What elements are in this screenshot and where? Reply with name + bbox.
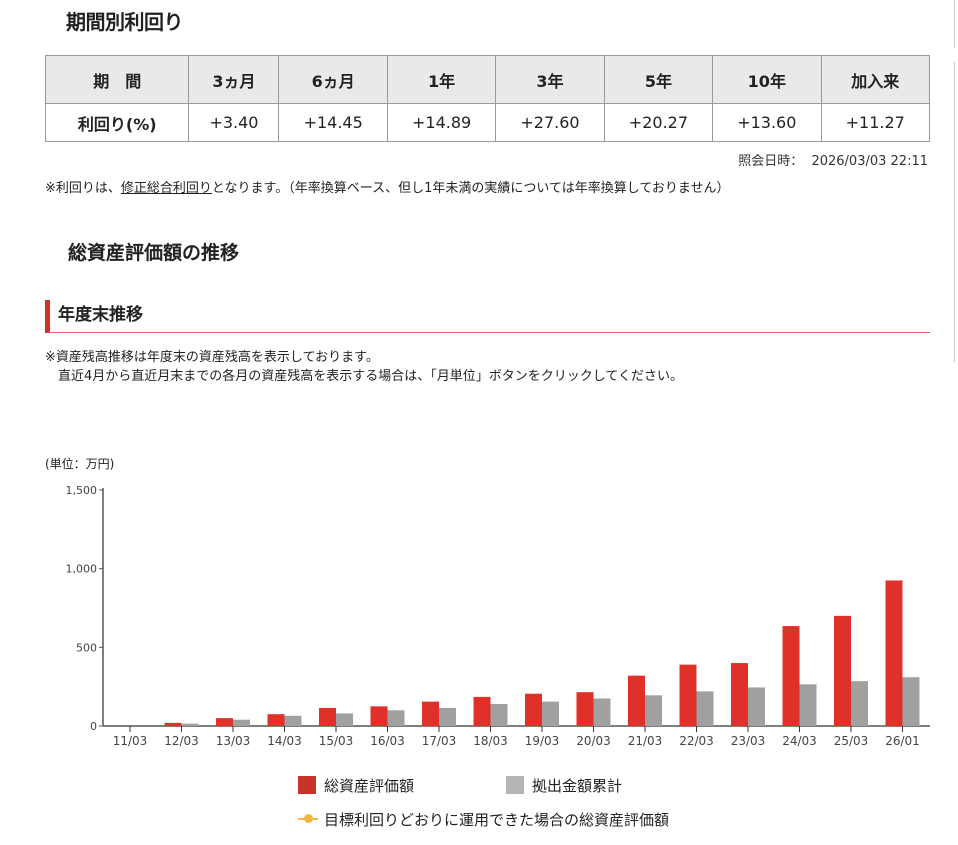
yield-value-0: +3.40 xyxy=(188,103,280,142)
x-tick-label: 13/03 xyxy=(216,734,251,748)
bar-contrib xyxy=(387,710,405,726)
yield-value-4: +20.27 xyxy=(603,103,714,142)
bar-contrib xyxy=(233,719,250,726)
scroll-edge xyxy=(954,0,955,48)
period-header-4: 5年 xyxy=(603,55,714,104)
period-header-6: 加入来 xyxy=(820,55,931,104)
bar-total xyxy=(576,692,594,726)
x-tick-label: 21/03 xyxy=(628,734,663,748)
bar-total xyxy=(216,718,233,726)
asset-note-line2: 直近4月から直近月末までの各月の資産残高を表示する場合は、「月単位」ボタンをクリ… xyxy=(58,369,683,384)
yield-value-2: +14.89 xyxy=(386,103,497,142)
x-tick-label: 24/03 xyxy=(782,734,817,748)
query-label: 照会日時： xyxy=(738,154,804,169)
bar-contrib xyxy=(336,713,353,726)
legend-contrib: 拠出金額累計 xyxy=(506,775,622,796)
bar-contrib xyxy=(748,687,765,726)
bar-contrib xyxy=(490,703,508,726)
bar-contrib xyxy=(696,691,714,726)
bar-contrib xyxy=(439,707,456,726)
x-tick-label: 20/03 xyxy=(576,734,611,748)
y-tick-label: 1,000 xyxy=(66,563,98,576)
bar-total xyxy=(834,615,851,726)
note-suffix: となります。（年率換算ベース、但し1年未満の実績については年率換算しておりません… xyxy=(211,181,730,196)
yield-value-5: +13.60 xyxy=(712,103,822,142)
x-tick-label: 16/03 xyxy=(370,734,405,748)
period-header-3: 3年 xyxy=(495,55,605,104)
x-tick-label: 11/03 xyxy=(113,734,148,748)
bar-total xyxy=(473,696,491,726)
yield-value-3: +27.60 xyxy=(495,103,605,142)
query-value: 2026/03/03 22:11 xyxy=(811,154,928,169)
bar-contrib xyxy=(593,698,611,726)
bar-total xyxy=(370,706,388,726)
line-dot-icon xyxy=(298,814,318,824)
x-tick-label: 18/03 xyxy=(473,734,508,748)
legend-target-label: 目標利回りどおりに運用できた場合の総資産評価額 xyxy=(324,811,670,829)
yield-value-1: +14.45 xyxy=(278,103,388,142)
bar-total xyxy=(731,663,748,726)
asset-note: ※資産残高推移は年度末の資産残高を表示しております。直近4月から直近月末までの各… xyxy=(45,348,683,386)
yield-row-label: 利回り(%) xyxy=(44,103,190,142)
period-header-2: 1年 xyxy=(386,55,497,104)
x-tick-label: 26/01 xyxy=(885,734,920,748)
bar-total xyxy=(422,701,439,726)
subsection-title: 年度末推移 xyxy=(45,300,930,333)
bar-contrib xyxy=(902,677,920,726)
bar-total xyxy=(164,722,182,726)
yield-table: 期 間 3ヵ月 6ヵ月 1年 3年 5年 10年 加入来 利回り(%) +3.40 +14.45 +… xyxy=(44,55,931,142)
y-tick-label: 1,500 xyxy=(66,484,98,497)
y-tick-label: 0 xyxy=(90,720,97,733)
x-tick-label: 25/03 xyxy=(834,734,869,748)
query-datetime: 照会日時： 2026/03/03 22:11 xyxy=(738,150,928,169)
bar-contrib xyxy=(645,695,662,726)
x-tick-label: 22/03 xyxy=(679,734,714,748)
asset-chart: 0 500 1,000 1,500 11/03 12/03 13/03 14/03 15/03 1… xyxy=(66,484,930,748)
bar-total xyxy=(628,675,645,726)
y-tick-label: 500 xyxy=(76,641,97,654)
bar-contrib xyxy=(542,701,559,726)
asset-note-line1: ※資産残高推移は年度末の資産残高を表示しております。 xyxy=(45,350,379,365)
bar-total xyxy=(267,714,285,726)
legend-total-swatch xyxy=(298,776,316,794)
x-tick-label: 15/03 xyxy=(319,734,354,748)
unit-label: (単位：万円) xyxy=(45,457,115,471)
yield-note: ※利回りは、修正総合利回りとなります。（年率換算ベース、但し1年未満の実績につい… xyxy=(45,177,730,196)
section-title: 期間別利回り xyxy=(66,10,184,34)
bar-contrib xyxy=(799,684,817,726)
period-header: 期 間 xyxy=(44,55,190,104)
bar-contrib xyxy=(181,723,199,726)
x-tick-label: 19/03 xyxy=(525,734,560,748)
x-tick-label: 14/03 xyxy=(267,734,302,748)
period-header-1: 6ヵ月 xyxy=(278,55,388,104)
bar-total xyxy=(679,664,697,726)
bar-total xyxy=(885,580,903,726)
asset-title: 総資産評価額の推移 xyxy=(68,242,240,264)
bar-contrib xyxy=(851,681,868,726)
x-tick-label: 23/03 xyxy=(731,734,766,748)
legend-total-label: 総資産評価額 xyxy=(324,777,415,795)
x-tick-label: 17/03 xyxy=(422,734,457,748)
note-prefix: ※利回りは、 xyxy=(45,181,121,196)
bar-total xyxy=(525,693,542,726)
legend-contrib-swatch xyxy=(506,776,524,794)
x-tick-label: 12/03 xyxy=(164,734,199,748)
legend-contrib-label: 拠出金額累計 xyxy=(532,777,623,795)
period-header-0: 3ヵ月 xyxy=(188,55,280,104)
legend-target: 目標利回りどおりに運用できた場合の総資産評価額 xyxy=(298,809,669,830)
yield-value-6: +11.27 xyxy=(820,103,931,142)
scroll-edge xyxy=(954,62,955,362)
modified-yield-link[interactable]: 修正総合利回り xyxy=(120,181,212,196)
bar-total xyxy=(319,707,336,726)
bar-total xyxy=(782,626,800,726)
bar-contrib xyxy=(284,715,302,726)
period-header-5: 10年 xyxy=(712,55,822,104)
legend-total: 総資産評価額 xyxy=(298,775,414,796)
